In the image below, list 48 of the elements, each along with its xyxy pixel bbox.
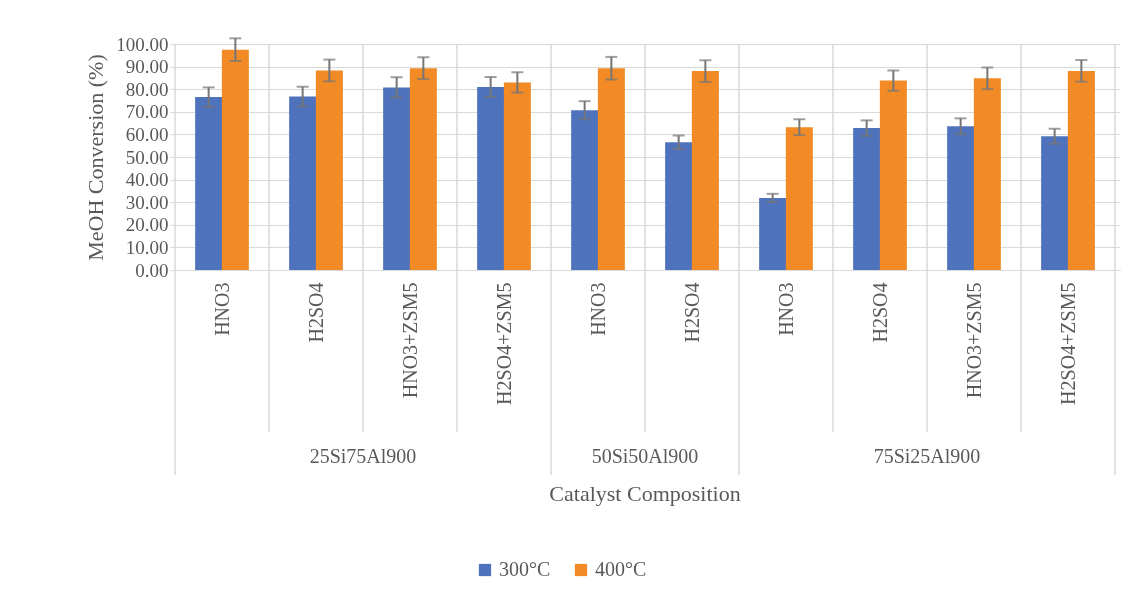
bar xyxy=(477,86,505,270)
x-tick-label: HNO3+ZSM5 xyxy=(962,282,985,399)
bar xyxy=(665,142,693,270)
x-tick-label: HNO3 xyxy=(210,282,233,336)
text: 50Si50Al900 xyxy=(591,445,699,467)
bar xyxy=(503,82,531,270)
legend-label: 300°C xyxy=(499,558,551,580)
x-tick-label: H2SO4+ZSM5 xyxy=(492,282,515,405)
text: 75Si25Al900 xyxy=(873,445,981,467)
bar xyxy=(195,97,223,270)
text: 25Si75Al900 xyxy=(309,445,417,467)
y-axis-title: MeOH Conversion (%) xyxy=(83,54,109,261)
bar xyxy=(289,96,317,270)
x-tick-label: HNO3 xyxy=(586,282,609,336)
bar xyxy=(571,110,599,270)
bar xyxy=(315,70,343,270)
bar xyxy=(597,68,625,270)
y-tick-label: 30.00 xyxy=(125,191,169,213)
bar xyxy=(879,80,907,270)
bar xyxy=(759,197,787,270)
y-tick-label: 0.00 xyxy=(135,259,169,281)
legend-label: 400°C xyxy=(595,558,647,580)
x-tick-label: H2SO4 xyxy=(680,282,703,343)
y-tick-label: 20.00 xyxy=(125,214,169,236)
bar xyxy=(853,128,881,270)
x-tick-label: H2SO4+ZSM5 xyxy=(1056,282,1079,405)
bar xyxy=(1041,136,1069,270)
bar xyxy=(1067,70,1095,270)
bar xyxy=(947,126,975,270)
x-tick-label: H2SO4 xyxy=(304,282,327,343)
bar xyxy=(785,127,813,270)
x-axis-title: Catalyst Composition xyxy=(549,481,741,506)
x-tick-label: HNO3 xyxy=(774,282,797,336)
x-tick-label: H2SO4 xyxy=(868,282,891,343)
x-tick-label: HNO3+ZSM5 xyxy=(398,282,421,399)
bar xyxy=(221,49,249,270)
y-tick-label: 60.00 xyxy=(125,123,169,145)
bar xyxy=(691,71,719,270)
bar xyxy=(409,68,437,270)
y-tick-label: 70.00 xyxy=(125,101,169,123)
y-tick-label: 10.00 xyxy=(125,236,169,258)
y-tick-label: 100.00 xyxy=(116,33,169,55)
y-tick-label: 50.00 xyxy=(125,146,169,168)
y-tick-label: 40.00 xyxy=(125,169,169,191)
bar xyxy=(383,87,411,270)
y-tick-label: 90.00 xyxy=(125,56,169,78)
y-tick-label: 80.00 xyxy=(125,78,169,100)
bar xyxy=(973,78,1001,270)
